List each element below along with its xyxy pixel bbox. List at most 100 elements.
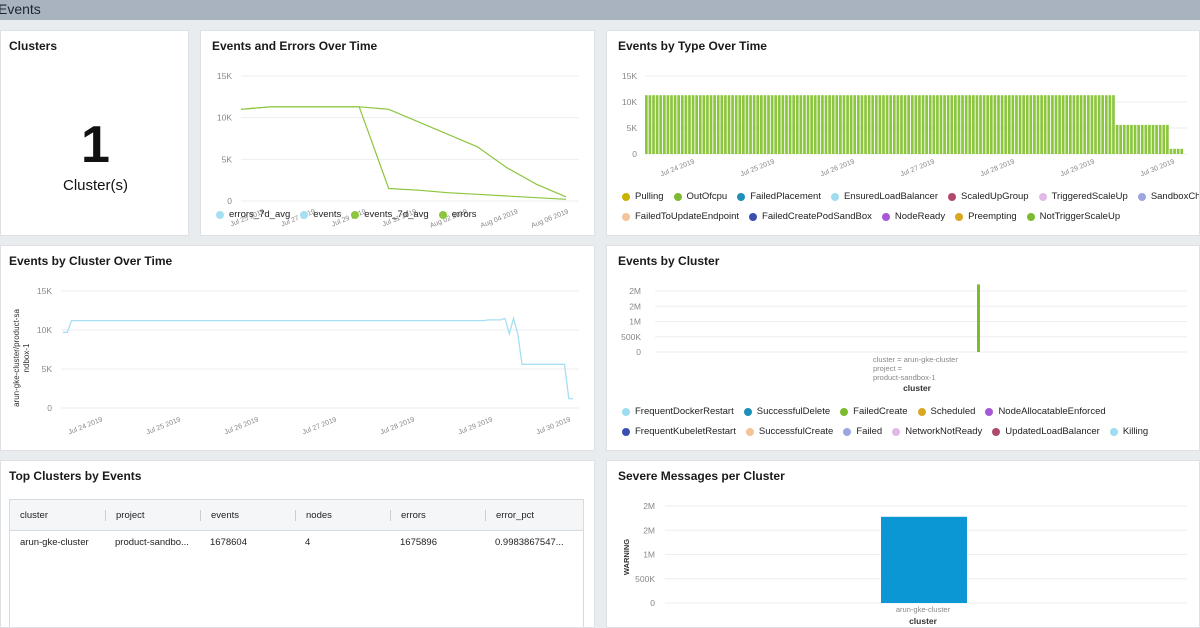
type-bar [673,95,677,154]
column-header[interactable]: project [105,509,200,521]
type-bar [738,95,742,154]
page-title-bar: Events [0,0,1200,20]
by-cluster-legend-item[interactable]: Killing [1109,426,1148,437]
type-legend-item[interactable]: EnsuredLoadBalancer [830,191,938,202]
events-errors-panel: Events and Errors Over Time 15K 10K 5K 0 Ju… [200,30,595,236]
type-bar [727,95,731,154]
x-tick-label: Jul 24 2019 [660,158,696,178]
x-tick-label: Jul 27 2019 [900,158,936,178]
events-errors-legend: errors_7d_avg events events_7d_avg errors [216,209,487,229]
legend-swatch [622,192,630,201]
type-bar [882,95,885,154]
by-cluster-legend-item[interactable]: Scheduled [917,406,976,417]
by-cluster-legend: FrequentDockerRestart SuccessfulDelete Fai… [622,406,1158,446]
legend-swatch [737,192,746,201]
legend-swatch [673,192,682,201]
type-legend-item[interactable]: FailedToUpdateEndpoint [622,211,739,222]
by-cluster-legend-item[interactable]: SuccessfulDelete [743,406,831,417]
legend-swatch [881,212,890,221]
legend-label: SuccessfulDelete [756,406,831,417]
legend-label: FailedCreate [853,406,908,417]
type-bar [979,95,982,154]
by-cluster-legend-item[interactable]: NetworkNotReady [892,426,982,437]
type-legend-item[interactable]: ScaledUpGroup [947,191,1029,202]
type-bar [698,95,702,154]
type-bar [1126,124,1130,154]
by-cluster-chart: 2M 2M 1M 500K 0 cluster = arun-gke-cluster p… [621,284,1187,393]
x-tick-label: Jul 28 2019 [380,416,416,436]
events-errors-legend-item[interactable]: events [300,209,341,220]
x-tick-label: Jul 30 2019 [536,416,572,436]
table-header: cluster project events nodes errors error_pct [10,500,583,531]
type-bar [889,95,893,154]
type-bar [806,95,810,154]
type-bar [817,95,821,154]
cluster-bar [977,284,980,352]
table-row[interactable]: arun-gke-cluster product-sandbo... 1678604… [10,531,583,553]
type-legend-item[interactable]: OutOfcpu [673,191,727,202]
x-tick-label: Jul 25 2019 [740,158,776,178]
type-bar [835,95,839,154]
events-errors-legend-item[interactable]: errors [438,209,477,220]
type-bar [662,95,666,154]
type-bar [1079,95,1083,154]
legend-label: errors_7d_avg [229,209,291,220]
type-bar [1133,124,1137,154]
type-bar [1011,95,1015,154]
y-tick-label: 1M [643,550,655,560]
type-legend-item[interactable]: SandboxChanged [1137,191,1199,202]
column-header[interactable]: error_pct [485,509,580,521]
type-bar [907,95,910,154]
bc-x-label: cluster [903,383,932,393]
y-tick-label: 5K [627,123,638,133]
type-legend-item[interactable]: Preempting [955,211,1017,222]
legend-label: Scheduled [930,406,976,417]
by-cluster-legend-item[interactable]: FrequentDockerRestart [622,406,734,417]
legend-label: SuccessfulCreate [758,426,834,437]
type-legend-item[interactable]: FailedPlacement [737,191,821,202]
by-cluster-legend-item[interactable]: Failed [843,426,882,437]
type-legend-item[interactable]: FailedCreatePodSandBox [749,211,872,222]
type-bar [900,95,903,154]
type-legend-item[interactable]: NodeReady [881,211,945,222]
legend-label: NodeAllocatableEnforced [998,406,1106,417]
y-tick-label: 15K [622,71,637,81]
legend-label: FrequentKubeletRestart [635,426,736,437]
legend-swatch [985,407,994,416]
type-bar [997,95,1000,154]
type-bar [943,95,946,154]
clusters-panel: Clusters 1 Cluster(s) [0,30,189,236]
legend-label: Pulling [635,191,664,202]
type-bar [885,95,889,154]
type-bar [964,95,968,154]
type-bar [853,95,857,154]
type-bar [968,95,972,154]
legend-swatch [917,407,926,416]
type-legend-item[interactable]: Pulling [622,191,664,202]
legend-label: Failed [856,426,883,437]
type-bar [1112,95,1115,154]
type-bar [731,95,734,154]
legend-swatch [622,427,630,436]
legend-swatch [992,427,1001,436]
y-tick-label: 0 [636,347,641,357]
events-errors-legend-item[interactable]: events_7d_avg [351,209,429,220]
by-cluster-legend-item[interactable]: UpdatedLoadBalancer [992,426,1100,437]
type-bar [1097,95,1101,154]
type-legend-item[interactable]: TriggeredScaleUp [1038,191,1128,202]
type-bar [824,95,828,154]
table-cell: 0.9983867547... [495,536,564,548]
by-cluster-legend-item[interactable]: SuccessfulCreate [745,426,834,437]
column-header[interactable]: cluster [20,509,48,521]
type-bar [971,95,975,154]
type-legend-item[interactable]: NotTriggerScaleUp [1026,211,1120,222]
column-header[interactable]: events [200,509,295,521]
column-header[interactable]: nodes [295,509,390,521]
type-bar [752,95,756,154]
events-errors-legend-item[interactable]: errors_7d_avg [216,209,290,220]
by-cluster-legend-item[interactable]: NodeAllocatableEnforced [985,406,1106,417]
type-bar [749,95,752,154]
column-header[interactable]: errors [390,509,485,521]
by-cluster-legend-item[interactable]: FrequentKubeletRestart [622,426,736,437]
by-cluster-legend-item[interactable]: FailedCreate [840,406,908,417]
